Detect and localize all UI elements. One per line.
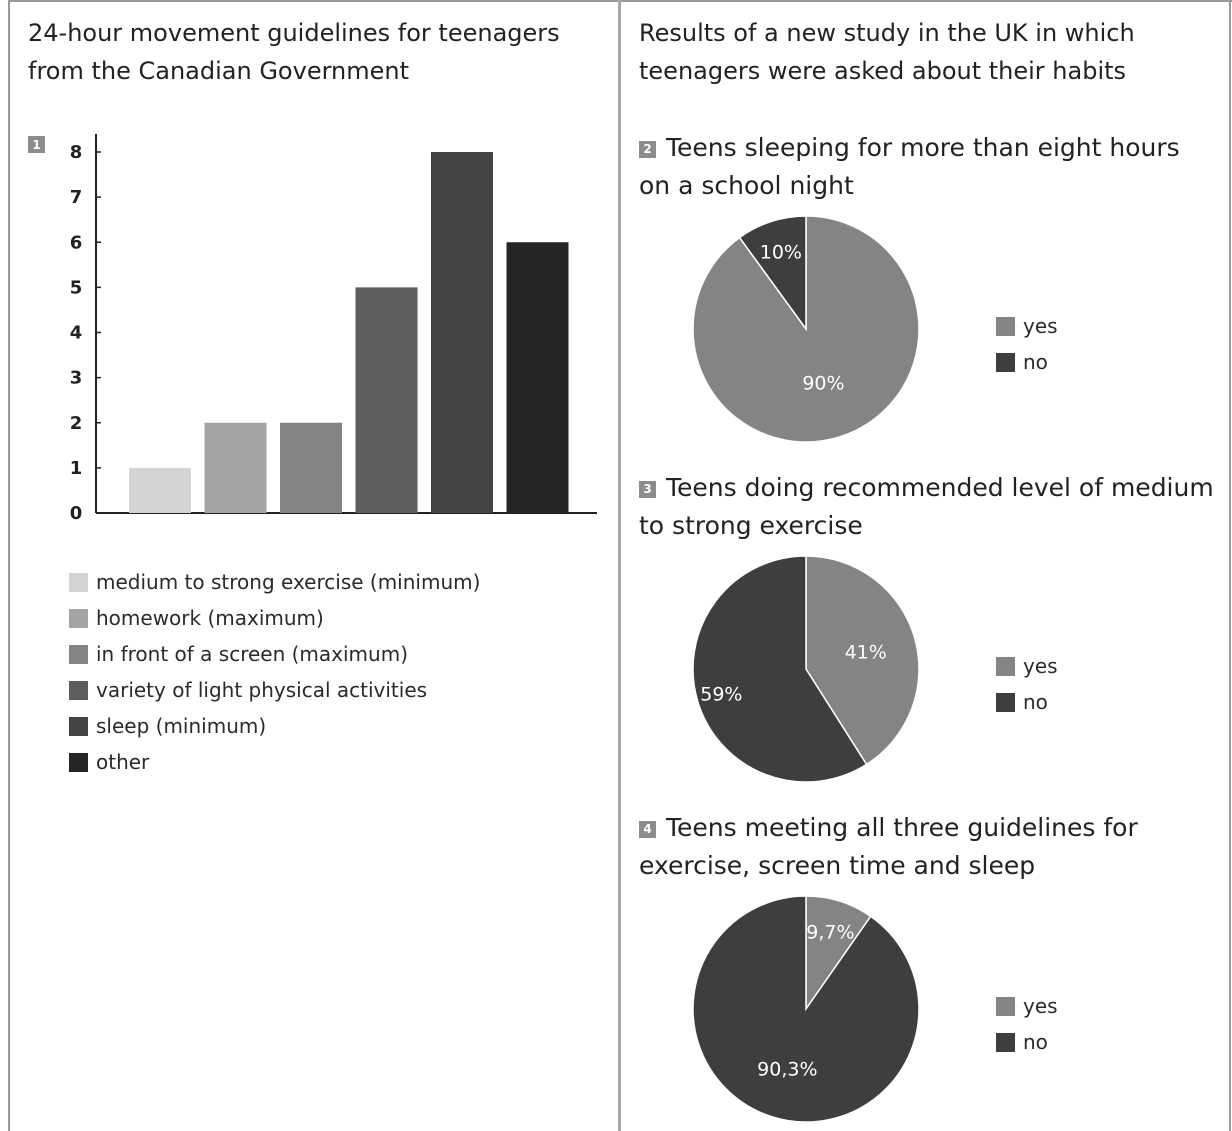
y-tick-label: 8 <box>70 142 83 163</box>
question-number-badge: 3 <box>639 481 656 498</box>
bar <box>280 422 342 513</box>
legend-swatch <box>996 656 1015 676</box>
legend-label: homework (maximum) <box>96 606 324 630</box>
chart-number-badge <box>28 136 45 153</box>
legend-label: in front of a screen (maximum) <box>96 642 408 666</box>
pie-slice-label: 59% <box>700 684 742 706</box>
pie-chart-2-title-line2: on a school night <box>639 171 854 200</box>
pie-slice-label: 9,7% <box>806 921 854 943</box>
legend-item: other <box>69 748 149 776</box>
legend-swatch <box>69 752 88 772</box>
bar <box>506 242 569 513</box>
legend-swatch <box>996 996 1015 1016</box>
y-tick-label: 4 <box>70 323 83 344</box>
pie-chart-3-title-line2: to strong exercise <box>639 511 863 540</box>
legend-swatch <box>69 572 88 592</box>
pie-legend-item-no: no <box>996 688 1048 716</box>
question-number-badge: 4 <box>639 821 656 838</box>
pie-legend-item-yes: yes <box>996 652 1058 680</box>
pie-slice-label: 41% <box>845 642 887 664</box>
pie-chart-2-title: 2 Teens sleeping for more than eight hour… <box>639 129 1180 205</box>
pie-legend-item-no: no <box>996 1028 1048 1056</box>
pie-slice-no <box>692 895 920 1123</box>
legend-swatch <box>69 680 88 700</box>
legend-label: no <box>1023 1030 1048 1054</box>
right-border <box>1229 0 1231 1131</box>
pie-chart-4: 9,7% 90,3% <box>692 895 920 1123</box>
pie-legend-item-no: no <box>996 348 1048 376</box>
pie-slice-label: 90% <box>802 373 844 395</box>
legend-swatch <box>996 316 1015 336</box>
right-panel-title-line1: Results of a new study in the UK in whic… <box>639 19 1135 47</box>
legend-label: no <box>1023 690 1048 714</box>
legend-item: medium to strong exercise (minimum) <box>69 568 480 596</box>
bar <box>355 287 418 513</box>
pie-chart-3-title: 3 Teens doing recommended level of medium… <box>639 469 1214 545</box>
pie-chart-3-title-line1: Teens doing recommended level of medium <box>666 473 1214 502</box>
legend-item: sleep (minimum) <box>69 712 266 740</box>
left-panel-title-line1: 24-hour movement guidelines for teenager… <box>28 19 560 47</box>
center-divider <box>618 0 621 1131</box>
pie-chart-2: 90% 10% <box>692 215 920 443</box>
left-border <box>8 0 10 1131</box>
pie-slice-yes <box>692 215 920 443</box>
chart-number-badge-text: 1 <box>32 138 40 152</box>
legend-label: yes <box>1023 654 1058 678</box>
y-tick-label: 7 <box>70 187 83 208</box>
left-panel-title: 24-hour movement guidelines for teenager… <box>28 14 560 90</box>
right-panel-title-line2: teenagers were asked about their habits <box>639 57 1127 85</box>
legend-item: homework (maximum) <box>69 604 324 632</box>
legend-item: in front of a screen (maximum) <box>69 640 408 668</box>
y-tick-label: 1 <box>70 458 83 479</box>
bar <box>204 422 267 513</box>
pie-slice-label: 10% <box>760 242 802 264</box>
pie-chart-4-title: 4 Teens meeting all three guidelines for … <box>639 809 1138 885</box>
left-panel-title-line2: from the Canadian Government <box>28 57 409 85</box>
legend-swatch <box>69 716 88 736</box>
legend-swatch <box>996 1032 1015 1052</box>
y-tick-label: 5 <box>70 277 83 298</box>
y-tick-label: 3 <box>70 368 83 389</box>
y-tick-label: 2 <box>70 413 83 434</box>
pie-legend-item-yes: yes <box>996 992 1058 1020</box>
pie-chart-4-title-line2: exercise, screen time and sleep <box>639 851 1036 880</box>
legend-label: other <box>96 750 150 774</box>
legend-item: variety of light physical activities <box>69 676 427 704</box>
legend-swatch <box>996 352 1015 372</box>
pie-legend-item-yes: yes <box>996 312 1058 340</box>
right-panel-title: Results of a new study in the UK in whic… <box>639 14 1135 90</box>
pie-chart-3: 41% 59% <box>692 555 920 783</box>
y-tick-label: 0 <box>70 503 83 524</box>
pie-chart-4-title-line1: Teens meeting all three guidelines for <box>666 813 1138 842</box>
legend-swatch <box>996 692 1015 712</box>
legend-label: variety of light physical activities <box>96 678 428 702</box>
bar <box>129 467 191 513</box>
pie-slice-no <box>738 215 807 332</box>
pie-slice-label: 90,3% <box>757 1058 817 1080</box>
bar <box>431 152 493 513</box>
pie-slice-no <box>692 555 868 783</box>
legend-label: medium to strong exercise (minimum) <box>96 570 481 594</box>
legend-label: no <box>1023 350 1048 374</box>
legend-label: yes <box>1023 314 1058 338</box>
legend-label: sleep (minimum) <box>96 714 267 738</box>
y-tick-label: 6 <box>70 232 83 253</box>
pie-chart-2-title-line1: Teens sleeping for more than eight hours <box>666 133 1180 162</box>
legend-swatch <box>69 644 88 664</box>
legend-swatch <box>69 608 88 628</box>
question-number-badge: 2 <box>639 141 656 158</box>
legend-label: yes <box>1023 994 1058 1018</box>
bar-chart: 1 0 1 2 3 4 5 6 7 8 <box>28 134 597 524</box>
